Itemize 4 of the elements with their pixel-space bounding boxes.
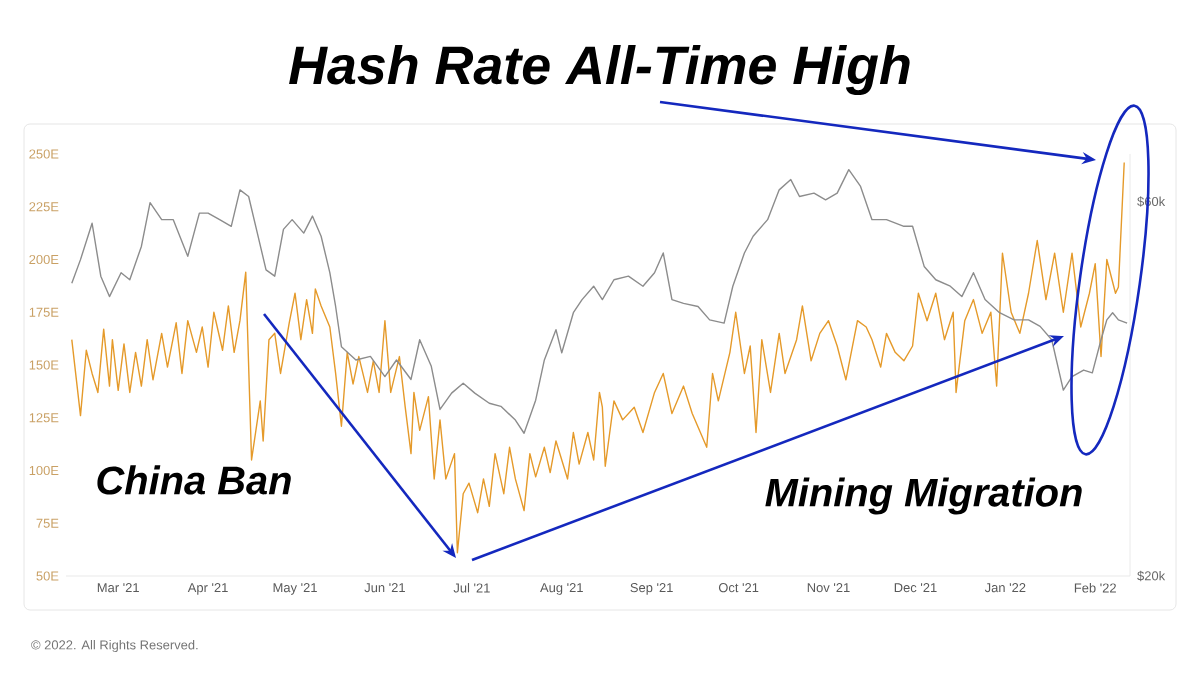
annotation: China Ban — [97, 465, 291, 495]
line-series — [71, 168, 1128, 434]
text: Hash Rate All-Time High — [289, 44, 910, 96]
annotation: Mining Migration — [765, 477, 1082, 515]
